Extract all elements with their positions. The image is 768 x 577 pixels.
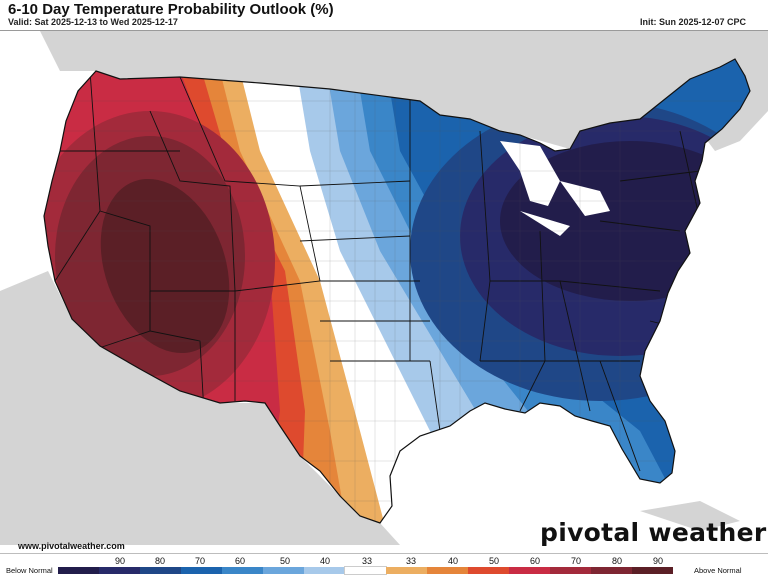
legend-tick: 90 <box>652 556 663 566</box>
legend-swatch <box>550 567 591 574</box>
legend-swatch <box>591 567 632 574</box>
valid-period: Valid: Sat 2025-12-13 to Wed 2025-12-17 <box>8 17 178 27</box>
legend-tick: 70 <box>570 556 581 566</box>
legend-swatch <box>468 567 509 574</box>
legend-tick: 60 <box>529 556 540 566</box>
legend-swatch <box>344 566 387 575</box>
legend-above-normal-label: Above Normal <box>694 566 742 575</box>
outlook-map <box>0 31 768 545</box>
legend-tick: 40 <box>319 556 330 566</box>
legend-tick: 80 <box>154 556 165 566</box>
conus-outline <box>43 58 751 524</box>
great-lakes <box>500 141 610 236</box>
legend-tick: 50 <box>488 556 499 566</box>
map-title: 6-10 Day Temperature Probability Outlook… <box>8 1 334 18</box>
legend-tick: 60 <box>234 556 245 566</box>
legend-bar: Below Normal Above Normal 90 80 70 60 50… <box>0 553 768 577</box>
legend-swatch <box>222 567 263 574</box>
cuba-landmass <box>640 501 740 531</box>
legend-swatch <box>386 567 427 574</box>
legend-tick: 40 <box>447 556 458 566</box>
legend-swatch <box>58 567 99 574</box>
mexico-landmass <box>0 271 400 545</box>
legend-swatch <box>99 567 140 574</box>
legend-tick: 33 <box>405 556 416 566</box>
legend-below-normal-label: Below Normal <box>6 566 53 575</box>
canada-landmass <box>0 31 768 151</box>
legend-swatch <box>181 567 222 574</box>
florida-straits-water <box>560 471 700 545</box>
legend-tick: 70 <box>194 556 205 566</box>
legend-swatch <box>632 567 673 574</box>
legend-swatch <box>140 567 181 574</box>
brand-logo-text: pivotal weather <box>540 518 767 547</box>
source-url: www.pivotalweather.com <box>18 541 125 551</box>
legend-tick: 33 <box>361 556 372 566</box>
legend-tick: 80 <box>611 556 622 566</box>
map-header: 6-10 Day Temperature Probability Outlook… <box>0 0 768 31</box>
legend-swatch <box>509 567 550 574</box>
legend-swatch <box>427 567 468 574</box>
legend-swatch <box>304 567 345 574</box>
legend-swatch <box>263 567 304 574</box>
legend-tick: 90 <box>114 556 125 566</box>
init-time: Init: Sun 2025-12-07 CPC <box>639 17 746 27</box>
legend-tick: 50 <box>279 556 290 566</box>
